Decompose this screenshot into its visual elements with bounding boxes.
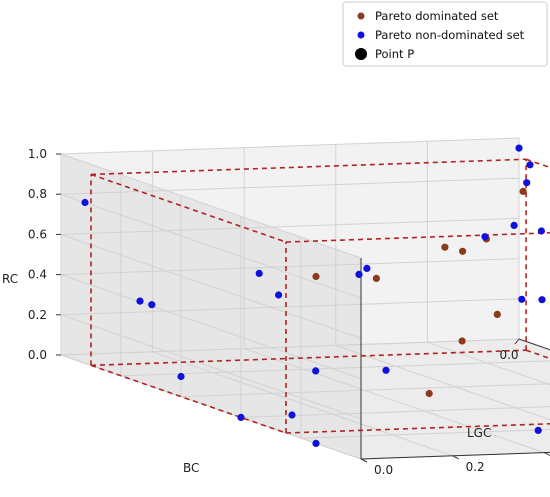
grid-line <box>152 351 453 457</box>
z-tick-label: 0.2 <box>28 308 47 322</box>
dominated-point <box>372 274 380 282</box>
grid-line <box>335 344 550 421</box>
y-tick-mark <box>514 338 520 345</box>
grid-line <box>60 233 362 339</box>
non-dominated-point <box>255 269 263 277</box>
grid-line <box>60 177 520 195</box>
x-tick-label: 0.2 <box>466 460 485 474</box>
non-dominated-point <box>363 264 371 272</box>
z-tick-label: 0.8 <box>28 187 47 201</box>
grid-line <box>120 360 550 377</box>
grid-line <box>60 193 362 299</box>
region-box-edge <box>90 158 527 176</box>
dominated-point <box>493 310 501 318</box>
z-axis-title: RC <box>2 272 18 286</box>
non-dominated-point <box>510 221 518 229</box>
non-dominated-point <box>312 367 320 375</box>
z-tick-label: 0.4 <box>28 268 47 282</box>
dominated-point <box>312 272 320 281</box>
non-dominated-point <box>523 179 531 187</box>
region-box-edge <box>525 158 550 169</box>
non-dominated-point <box>237 413 245 421</box>
non-dominated-point <box>148 301 156 309</box>
data-points <box>81 144 546 447</box>
non-dominated-point <box>538 296 546 304</box>
grid-line <box>60 338 520 356</box>
legend-marker-dominated <box>357 12 365 20</box>
y-tick-label: 0.0 <box>499 348 518 362</box>
non-dominated-point <box>534 426 542 434</box>
non-dominated-point <box>177 372 185 381</box>
z-tick-label: 0.6 <box>28 227 47 241</box>
grid-line <box>60 137 520 155</box>
non-dominated-point <box>312 439 320 447</box>
non-dominated-point <box>288 411 296 419</box>
dominated-point <box>519 187 527 195</box>
dominated-point <box>459 247 467 255</box>
non-dominated-point <box>355 270 363 278</box>
region-box-edge <box>90 364 287 434</box>
region-box-edge <box>285 422 550 434</box>
grid-line <box>240 406 550 418</box>
non-dominated-point <box>518 295 526 303</box>
x-tick-mark <box>360 458 368 463</box>
legend: Pareto dominated set Pareto non-dominate… <box>342 1 548 67</box>
x-tick-label: 0.0 <box>374 463 393 477</box>
x-axis-title: LGC <box>467 426 491 440</box>
non-dominated-point <box>136 297 144 305</box>
legend-label-point-p: Point P <box>375 47 414 61</box>
region-box-edge <box>90 173 287 243</box>
grid-line <box>60 314 362 420</box>
region-box-edge <box>90 349 527 367</box>
axis-panes <box>61 138 550 459</box>
legend-label-non-dominated: Pareto non-dominated set <box>375 28 525 42</box>
axis-lines <box>56 153 550 463</box>
z-tick-label: 0.0 <box>28 348 47 362</box>
non-dominated-point <box>382 366 390 374</box>
side-pane <box>61 154 361 459</box>
non-dominated-point <box>526 161 534 169</box>
grid-line <box>60 153 362 259</box>
grid-line <box>60 258 520 276</box>
legend-label-dominated: Pareto dominated set <box>375 9 499 23</box>
x-axis-line <box>360 451 550 460</box>
z-tick-label: 1.0 <box>28 147 47 161</box>
legend-frame <box>342 1 548 67</box>
dominated-point <box>425 389 433 398</box>
grid-line <box>244 348 545 454</box>
non-dominated-point <box>81 198 89 207</box>
grid-line <box>60 217 520 235</box>
grid-line <box>427 341 550 386</box>
x-tick-mark <box>452 455 459 460</box>
dominated-point <box>441 243 449 251</box>
grid-lines <box>60 137 550 460</box>
non-dominated-point <box>537 227 546 235</box>
non-dominated-point <box>515 144 523 152</box>
dashed-region-box <box>90 158 550 434</box>
dominated-point <box>458 337 466 345</box>
grid-line <box>60 298 520 316</box>
grid-line <box>180 383 550 398</box>
legend-marker-non-dominated <box>357 31 365 39</box>
non-dominated-point <box>481 233 489 241</box>
tick-labels: 0.00.00.00.20.20.20.40.40.40.60.60.60.80… <box>28 147 519 477</box>
grid-line <box>300 429 550 439</box>
legend-marker-point-p <box>355 48 367 60</box>
y-axis-title: BC <box>183 461 199 475</box>
x-tick-mark <box>543 452 550 457</box>
non-dominated-point <box>275 291 283 299</box>
grid-line <box>60 274 362 380</box>
region-box-edge <box>285 232 550 243</box>
